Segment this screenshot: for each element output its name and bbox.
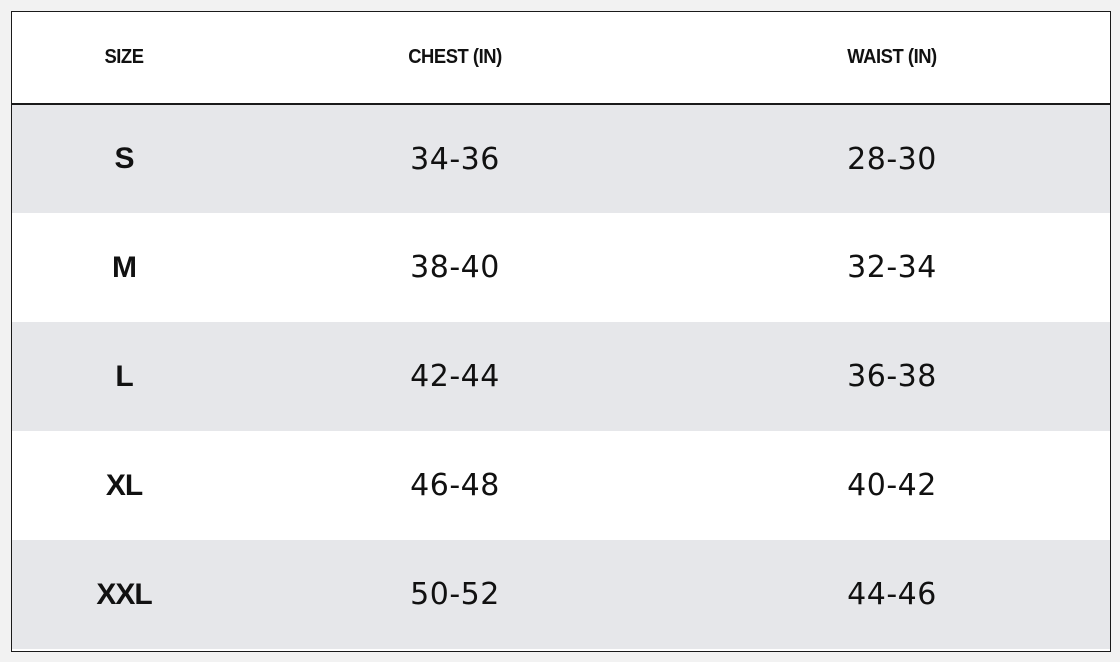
header-chest: CHEST (IN) bbox=[253, 12, 657, 105]
size-cell: XL bbox=[105, 468, 143, 502]
table-header: SIZE CHEST (IN) WAIST (IN) bbox=[12, 12, 1110, 105]
table-row: L 42-44 36-38 bbox=[12, 322, 1110, 431]
table-row: S 34-36 28-30 bbox=[12, 104, 1110, 213]
waist-cell: 40-42 bbox=[847, 468, 937, 503]
chest-cell: 42-44 bbox=[410, 359, 500, 394]
header-waist: WAIST (IN) bbox=[691, 12, 1093, 105]
waist-cell: 28-30 bbox=[847, 141, 937, 177]
size-cell: L bbox=[115, 359, 133, 393]
size-cell: XXL bbox=[96, 577, 152, 611]
header-row: SIZE CHEST (IN) WAIST (IN) bbox=[12, 12, 1110, 105]
chest-cell: 38-40 bbox=[410, 250, 500, 285]
size-chart: SIZE CHEST (IN) WAIST (IN) S 34-36 28-30… bbox=[11, 11, 1111, 652]
chest-cell: 46-48 bbox=[410, 468, 500, 503]
chest-cell: 34-36 bbox=[410, 141, 500, 177]
chest-cell: 50-52 bbox=[410, 577, 500, 612]
table-row: M 38-40 32-34 bbox=[12, 213, 1110, 322]
waist-cell: 36-38 bbox=[847, 359, 937, 394]
table-row: XXL 50-52 44-46 bbox=[12, 540, 1110, 649]
size-cell: S bbox=[114, 142, 134, 175]
size-cell: M bbox=[112, 250, 137, 284]
waist-cell: 44-46 bbox=[847, 577, 937, 612]
header-size: SIZE bbox=[20, 12, 228, 105]
table-row: XL 46-48 40-42 bbox=[12, 431, 1110, 540]
table-body: S 34-36 28-30 M 38-40 32-34 L 42-44 36-3… bbox=[12, 104, 1110, 649]
size-chart-table: SIZE CHEST (IN) WAIST (IN) S 34-36 28-30… bbox=[12, 12, 1110, 649]
waist-cell: 32-34 bbox=[847, 250, 937, 285]
